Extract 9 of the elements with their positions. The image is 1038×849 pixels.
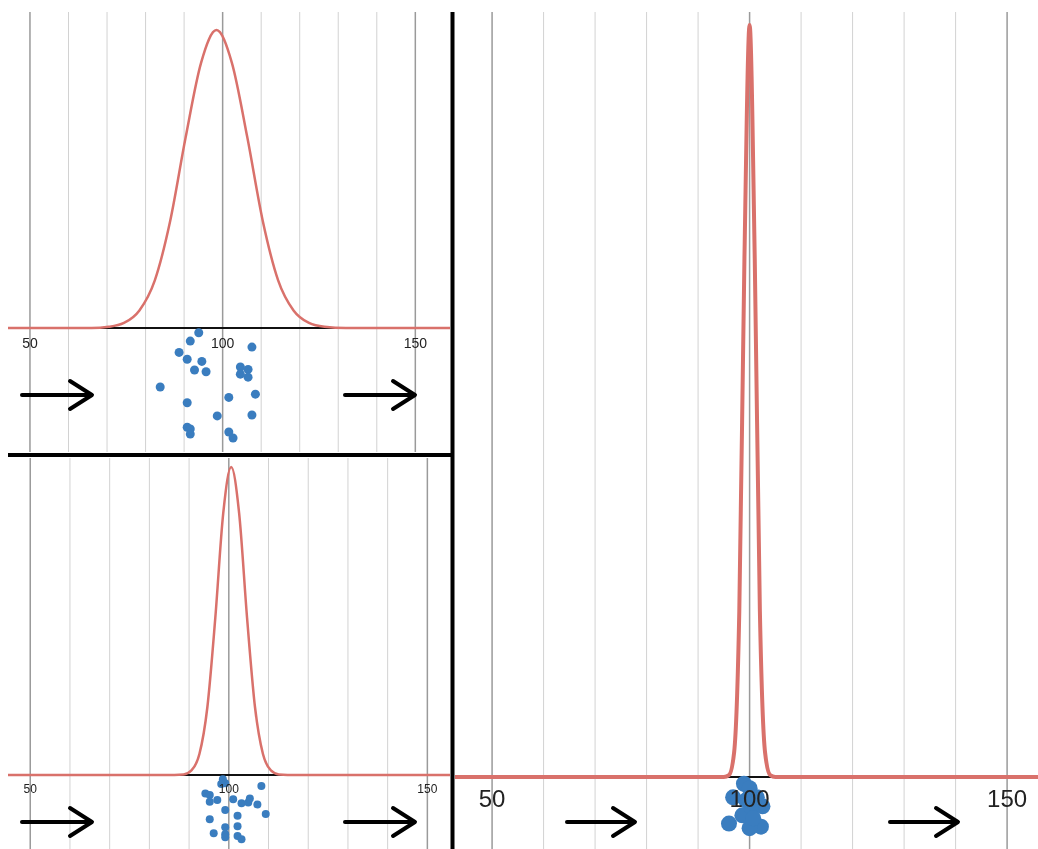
x-tick-label: 150 xyxy=(417,782,438,796)
x-tick-label: 100 xyxy=(218,782,240,796)
x-tick-label: 50 xyxy=(23,782,38,796)
x-tick-label: 150 xyxy=(987,785,1028,812)
x-tick-label: 100 xyxy=(210,335,235,351)
x-tick-label: 150 xyxy=(403,335,428,351)
x-tick-label: 50 xyxy=(22,335,38,351)
x-tick-label: 50 xyxy=(478,785,506,812)
x-tick-label: 100 xyxy=(729,785,770,812)
